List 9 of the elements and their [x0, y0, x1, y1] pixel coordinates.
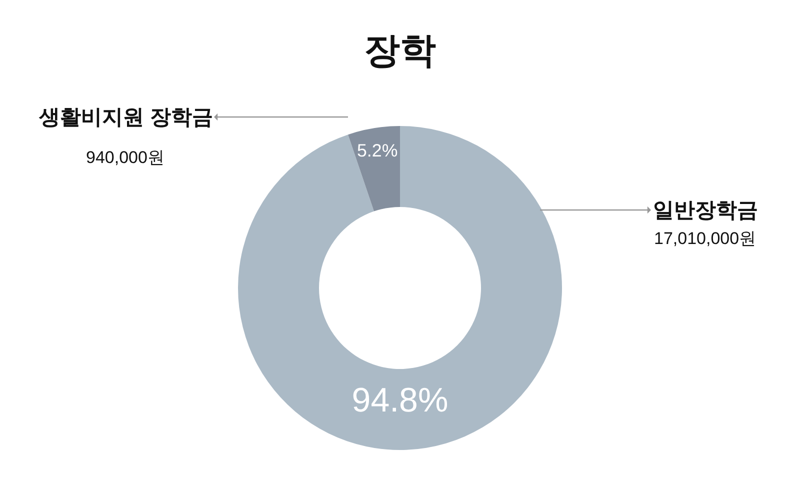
data-label: 5.2% [357, 140, 398, 160]
chart-title: 장학 [364, 30, 436, 71]
slice-label: 생활비지원 장학금 [38, 106, 213, 129]
text: 17,010,000원 [654, 229, 756, 248]
donut-slice [348, 126, 400, 212]
slice-label: 일반장학금 [653, 199, 758, 222]
donut-slice [238, 126, 562, 450]
text: 940,000원 [86, 148, 164, 167]
data-label: 94.8% [352, 381, 448, 420]
